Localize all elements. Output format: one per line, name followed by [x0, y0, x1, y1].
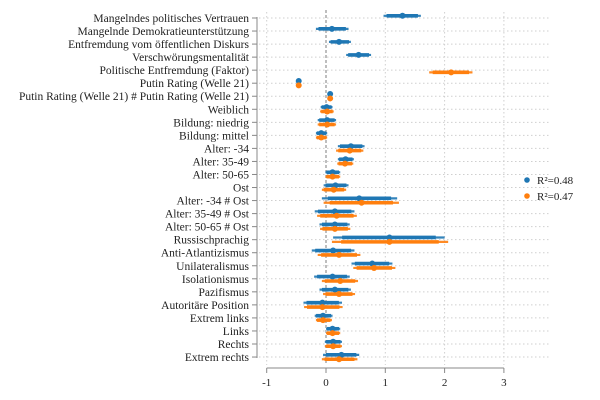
legend-marker — [524, 193, 530, 199]
point-estimate — [356, 195, 363, 202]
point-estimate — [448, 69, 455, 76]
y-tick-label: Entfremdung vom öffentlichen Diskurs — [68, 39, 249, 51]
y-tick-label: Bildung: niedrig — [173, 117, 249, 129]
point-estimate — [371, 264, 378, 271]
point-estimate — [295, 82, 302, 89]
y-tick-label: Autoritäre Position — [161, 300, 249, 312]
y-tick-label: Mangelndes politisches Vertrauen — [93, 13, 249, 25]
y-tick-label: Extrem rechts — [185, 352, 250, 364]
point-estimate — [386, 238, 393, 245]
y-tick-label: Links — [223, 326, 250, 338]
point-estimate — [320, 312, 327, 319]
point-estimate — [318, 134, 325, 141]
y-tick-label: Putin Rating (Welle 21) # Putin Rating (… — [19, 91, 249, 103]
legend: R²=0.48 R²=0.47 — [524, 175, 574, 203]
point-estimate — [319, 299, 326, 306]
y-tick-label: Alter: 50-65 — [192, 169, 249, 181]
x-tick-label: 0 — [323, 377, 329, 389]
point-estimate — [324, 121, 331, 128]
point-estimate — [295, 78, 302, 84]
y-tick-label: Alter: -34 # Ost — [176, 196, 249, 208]
series-0 — [295, 12, 445, 358]
point-estimate — [330, 338, 337, 345]
point-estimate — [319, 304, 326, 311]
point-estimate — [330, 343, 337, 350]
point-estimate — [341, 160, 348, 167]
point-estimate — [336, 291, 343, 298]
y-tick-label: Russischprachig — [174, 235, 250, 247]
point-estimate — [337, 278, 344, 284]
point-estimate — [318, 130, 325, 137]
point-estimate — [336, 251, 343, 258]
y-tick-label: Pazifismus — [199, 287, 250, 299]
point-estimate — [328, 25, 335, 32]
point-estimate — [331, 221, 338, 228]
point-estimate — [330, 186, 337, 193]
x-tick-label: 3 — [501, 377, 507, 389]
point-estimate — [331, 225, 338, 232]
y-tick-label: Ost — [233, 183, 250, 195]
y-tick-label: Verschwörungsmentalität — [132, 52, 250, 64]
point-estimate — [355, 51, 362, 58]
x-axis: -1 0 1 2 3 — [262, 367, 507, 389]
point-estimate — [327, 91, 334, 98]
point-estimate — [320, 317, 327, 324]
point-estimate — [330, 247, 337, 254]
y-tick-label: Alter: 35-49 — [192, 156, 249, 168]
point-estimate — [336, 356, 343, 363]
series-1 — [295, 69, 473, 363]
y-tick-label: Alter: -34 — [204, 143, 249, 155]
y-tick-label: Rechts — [218, 339, 250, 351]
point-estimate — [336, 38, 343, 45]
y-tick-label: Anti-Atlantizismus — [161, 248, 250, 260]
x-tick-label: 1 — [383, 377, 389, 389]
point-estimate — [323, 104, 330, 111]
legend-marker — [524, 177, 530, 183]
x-tick-label: 2 — [442, 377, 448, 389]
y-tick-label: Alter: 50-65 # Ost — [165, 222, 250, 234]
y-tick-label: Alter: 35-49 # Ost — [165, 209, 250, 221]
point-estimate — [329, 173, 336, 180]
y-axis: Mangelndes politisches VertrauenMangelnd… — [19, 13, 258, 364]
y-tick-label: Unilateralismus — [176, 261, 249, 273]
point-estimate — [358, 199, 365, 206]
point-estimate — [329, 273, 336, 280]
y-tick-label: Putin Rating (Welle 21) — [140, 78, 249, 90]
y-tick-label: Politische Entfremdung (Faktor) — [100, 65, 250, 77]
y-tick-label: Bildung: mittel — [179, 130, 249, 142]
point-estimate — [386, 234, 393, 241]
point-estimate — [324, 108, 331, 115]
legend-label: R²=0.48 — [537, 175, 574, 187]
point-estimate — [333, 212, 340, 219]
x-tick-label: -1 — [262, 377, 271, 389]
y-tick-label: Extrem links — [190, 313, 250, 325]
point-estimate — [329, 330, 336, 337]
point-estimate — [342, 156, 349, 163]
point-estimate — [329, 169, 336, 176]
y-tick-label: Isolationismus — [182, 274, 250, 286]
point-estimate — [338, 351, 345, 358]
coefficient-marks — [295, 12, 473, 363]
point-estimate — [327, 95, 334, 102]
grid-lines — [259, 12, 550, 366]
y-tick-label: Mangelnde Demokratieunterstützung — [78, 26, 250, 38]
point-estimate — [331, 286, 338, 293]
y-tick-label: Weiblich — [208, 104, 249, 116]
point-estimate — [329, 325, 336, 332]
point-estimate — [346, 147, 353, 154]
point-estimate — [324, 117, 331, 124]
point-estimate — [399, 12, 406, 19]
legend-label: R²=0.47 — [537, 191, 574, 203]
